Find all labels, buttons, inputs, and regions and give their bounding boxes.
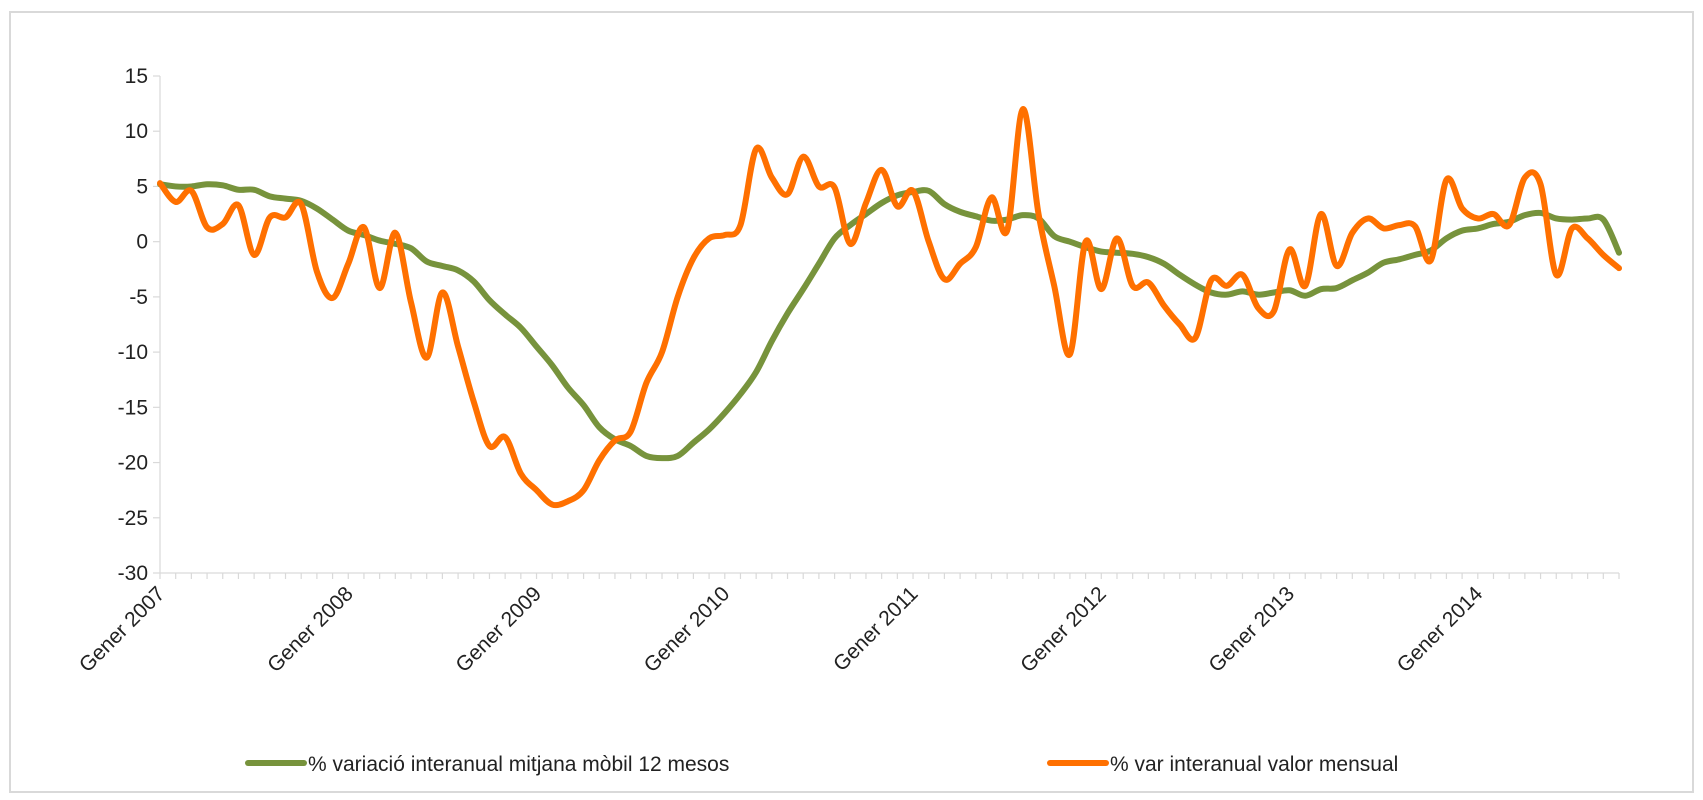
y-tick-label: -20 (118, 452, 148, 475)
y-tick-label: -30 (118, 562, 148, 585)
legend-label: % variació interanual mitjana mòbil 12 m… (308, 753, 729, 776)
y-tick-label: 15 (125, 65, 148, 88)
y-tick-label: -10 (118, 341, 148, 364)
chart-frame (9, 11, 1694, 793)
y-tick-label: 10 (125, 120, 148, 143)
y-tick-label: -5 (129, 286, 148, 309)
legend-label: % var interanual valor mensual (1110, 753, 1398, 776)
y-tick-label: -25 (118, 507, 148, 530)
y-tick-label: 0 (136, 231, 148, 254)
y-tick-label: -15 (118, 396, 148, 419)
y-tick-label: 5 (136, 175, 148, 198)
series-line (157, 106, 1622, 509)
